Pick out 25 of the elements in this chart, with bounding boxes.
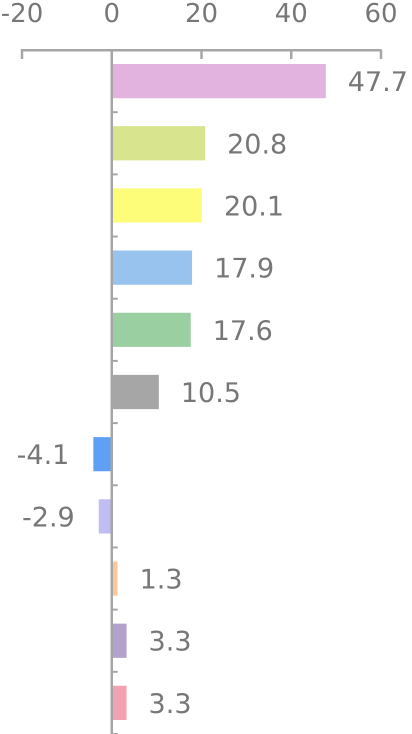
bar	[112, 624, 127, 658]
bar	[98, 499, 112, 534]
data-label: 47.7	[348, 67, 408, 98]
x-tick-label: 60	[364, 0, 398, 30]
data-label: -2.9	[22, 502, 75, 534]
bar	[112, 250, 192, 285]
data-label: -4.1	[16, 440, 70, 472]
x-tick-label: 0	[103, 0, 120, 30]
data-label: 17.9	[214, 254, 274, 285]
x-tick-label: 40	[274, 0, 308, 30]
x-tick-label: 20	[184, 0, 218, 30]
data-label: 17.6	[212, 316, 273, 347]
bar	[112, 312, 191, 347]
data-label: 20.8	[227, 129, 288, 160]
data-label: 3.3	[148, 626, 192, 658]
bar	[93, 437, 112, 472]
bar	[112, 188, 202, 223]
data-label: 10.5	[180, 378, 241, 410]
bar	[112, 64, 326, 98]
data-label: 20.1	[224, 191, 284, 222]
data-label: 1.3	[140, 564, 183, 596]
bar	[112, 126, 206, 160]
data-label: 3.3	[148, 688, 192, 720]
x-tick-label: -20	[0, 0, 44, 30]
bar	[112, 686, 127, 720]
